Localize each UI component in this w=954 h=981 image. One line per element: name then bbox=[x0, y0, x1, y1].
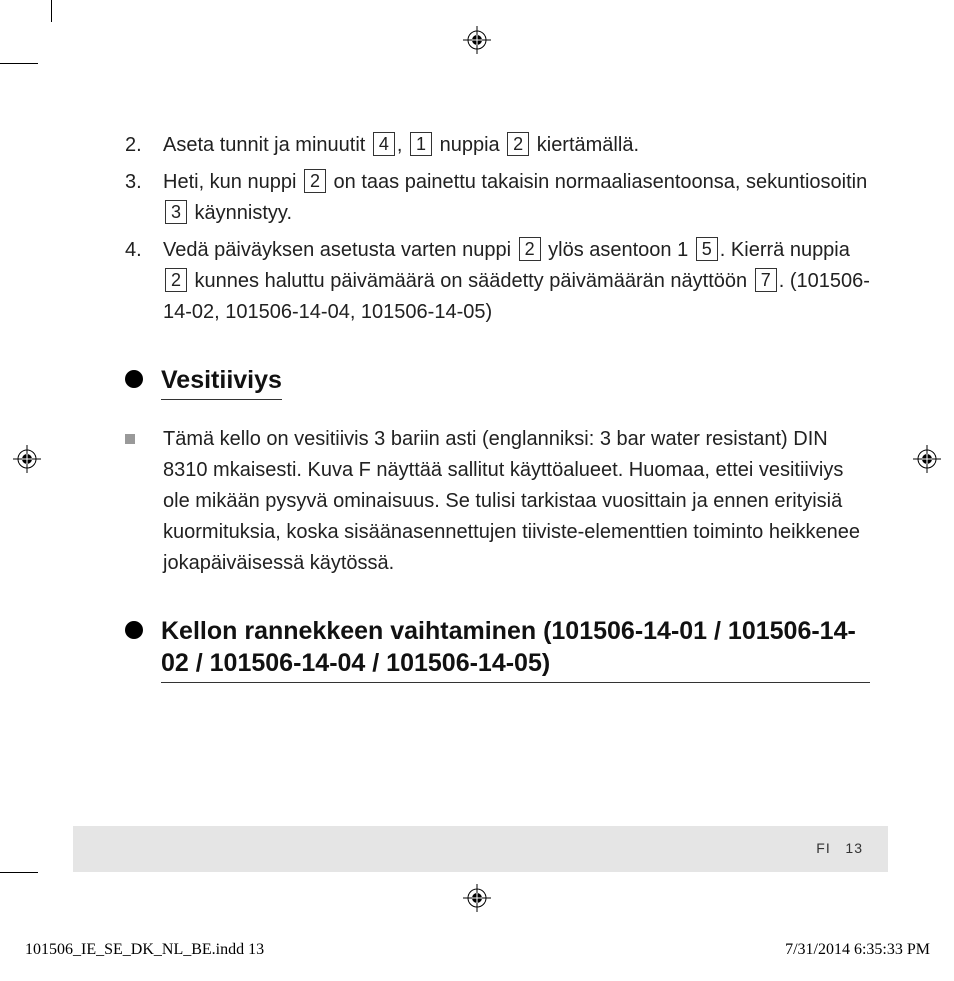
crop-mark bbox=[0, 63, 38, 64]
section-bullet-icon bbox=[125, 370, 143, 388]
bullet-text: Tämä kello on vesitiivis 3 bariin asti (… bbox=[163, 424, 870, 579]
reference-box: 2 bbox=[165, 268, 187, 292]
content-area: 2.Aseta tunnit ja minuutit 4, 1 nuppia 2… bbox=[125, 130, 870, 707]
section-heading: Kellon rannekkeen vaihtaminen (101506-14… bbox=[125, 615, 870, 683]
footer-text: FI 13 bbox=[816, 840, 863, 856]
list-text: Heti, kun nuppi 2 on taas painettu takai… bbox=[163, 167, 870, 229]
list-item: 4.Vedä päiväyksen asetusta varten nuppi … bbox=[125, 235, 870, 328]
list-item: 2.Aseta tunnit ja minuutit 4, 1 nuppia 2… bbox=[125, 130, 870, 161]
registration-mark-icon bbox=[463, 884, 491, 912]
section-heading: Vesitiiviys bbox=[125, 364, 870, 400]
list-text: Aseta tunnit ja minuutit 4, 1 nuppia 2 k… bbox=[163, 130, 870, 161]
numbered-list: 2.Aseta tunnit ja minuutit 4, 1 nuppia 2… bbox=[125, 130, 870, 328]
slug-line: 101506_IE_SE_DK_NL_BE.indd 13 7/31/2014 … bbox=[25, 941, 930, 959]
list-number: 4. bbox=[125, 235, 163, 266]
reference-box: 2 bbox=[507, 132, 529, 156]
sections: Vesitiiviys Tämä kello on vesitiivis 3 ba… bbox=[125, 364, 870, 683]
list-text: Vedä päiväyksen asetusta varten nuppi 2 … bbox=[163, 235, 870, 328]
page: 2.Aseta tunnit ja minuutit 4, 1 nuppia 2… bbox=[0, 0, 954, 981]
section-title: Vesitiiviys bbox=[161, 364, 282, 400]
reference-box: 7 bbox=[755, 268, 777, 292]
slug-file: 101506_IE_SE_DK_NL_BE.indd 13 bbox=[25, 941, 264, 959]
crop-mark bbox=[51, 0, 52, 22]
footer-page: 13 bbox=[845, 840, 863, 856]
list-number: 2. bbox=[125, 130, 163, 161]
reference-box: 1 bbox=[410, 132, 432, 156]
reference-box: 4 bbox=[373, 132, 395, 156]
bullet-item: Tämä kello on vesitiivis 3 bariin asti (… bbox=[125, 424, 870, 579]
reference-box: 2 bbox=[519, 237, 541, 261]
square-bullet-icon bbox=[125, 434, 135, 444]
list-item: 3.Heti, kun nuppi 2 on taas painettu tak… bbox=[125, 167, 870, 229]
registration-mark-icon bbox=[13, 445, 41, 473]
reference-box: 3 bbox=[165, 200, 187, 224]
page-footer: FI 13 bbox=[73, 826, 888, 872]
slug-timestamp: 7/31/2014 6:35:33 PM bbox=[785, 941, 930, 959]
reference-box: 5 bbox=[696, 237, 718, 261]
footer-lang: FI bbox=[816, 840, 830, 856]
section-title: Kellon rannekkeen vaihtaminen (101506-14… bbox=[161, 615, 870, 683]
registration-mark-icon bbox=[463, 26, 491, 54]
section-bullet-icon bbox=[125, 621, 143, 639]
reference-box: 2 bbox=[304, 169, 326, 193]
registration-mark-icon bbox=[913, 445, 941, 473]
crop-mark bbox=[0, 872, 38, 873]
list-number: 3. bbox=[125, 167, 163, 198]
